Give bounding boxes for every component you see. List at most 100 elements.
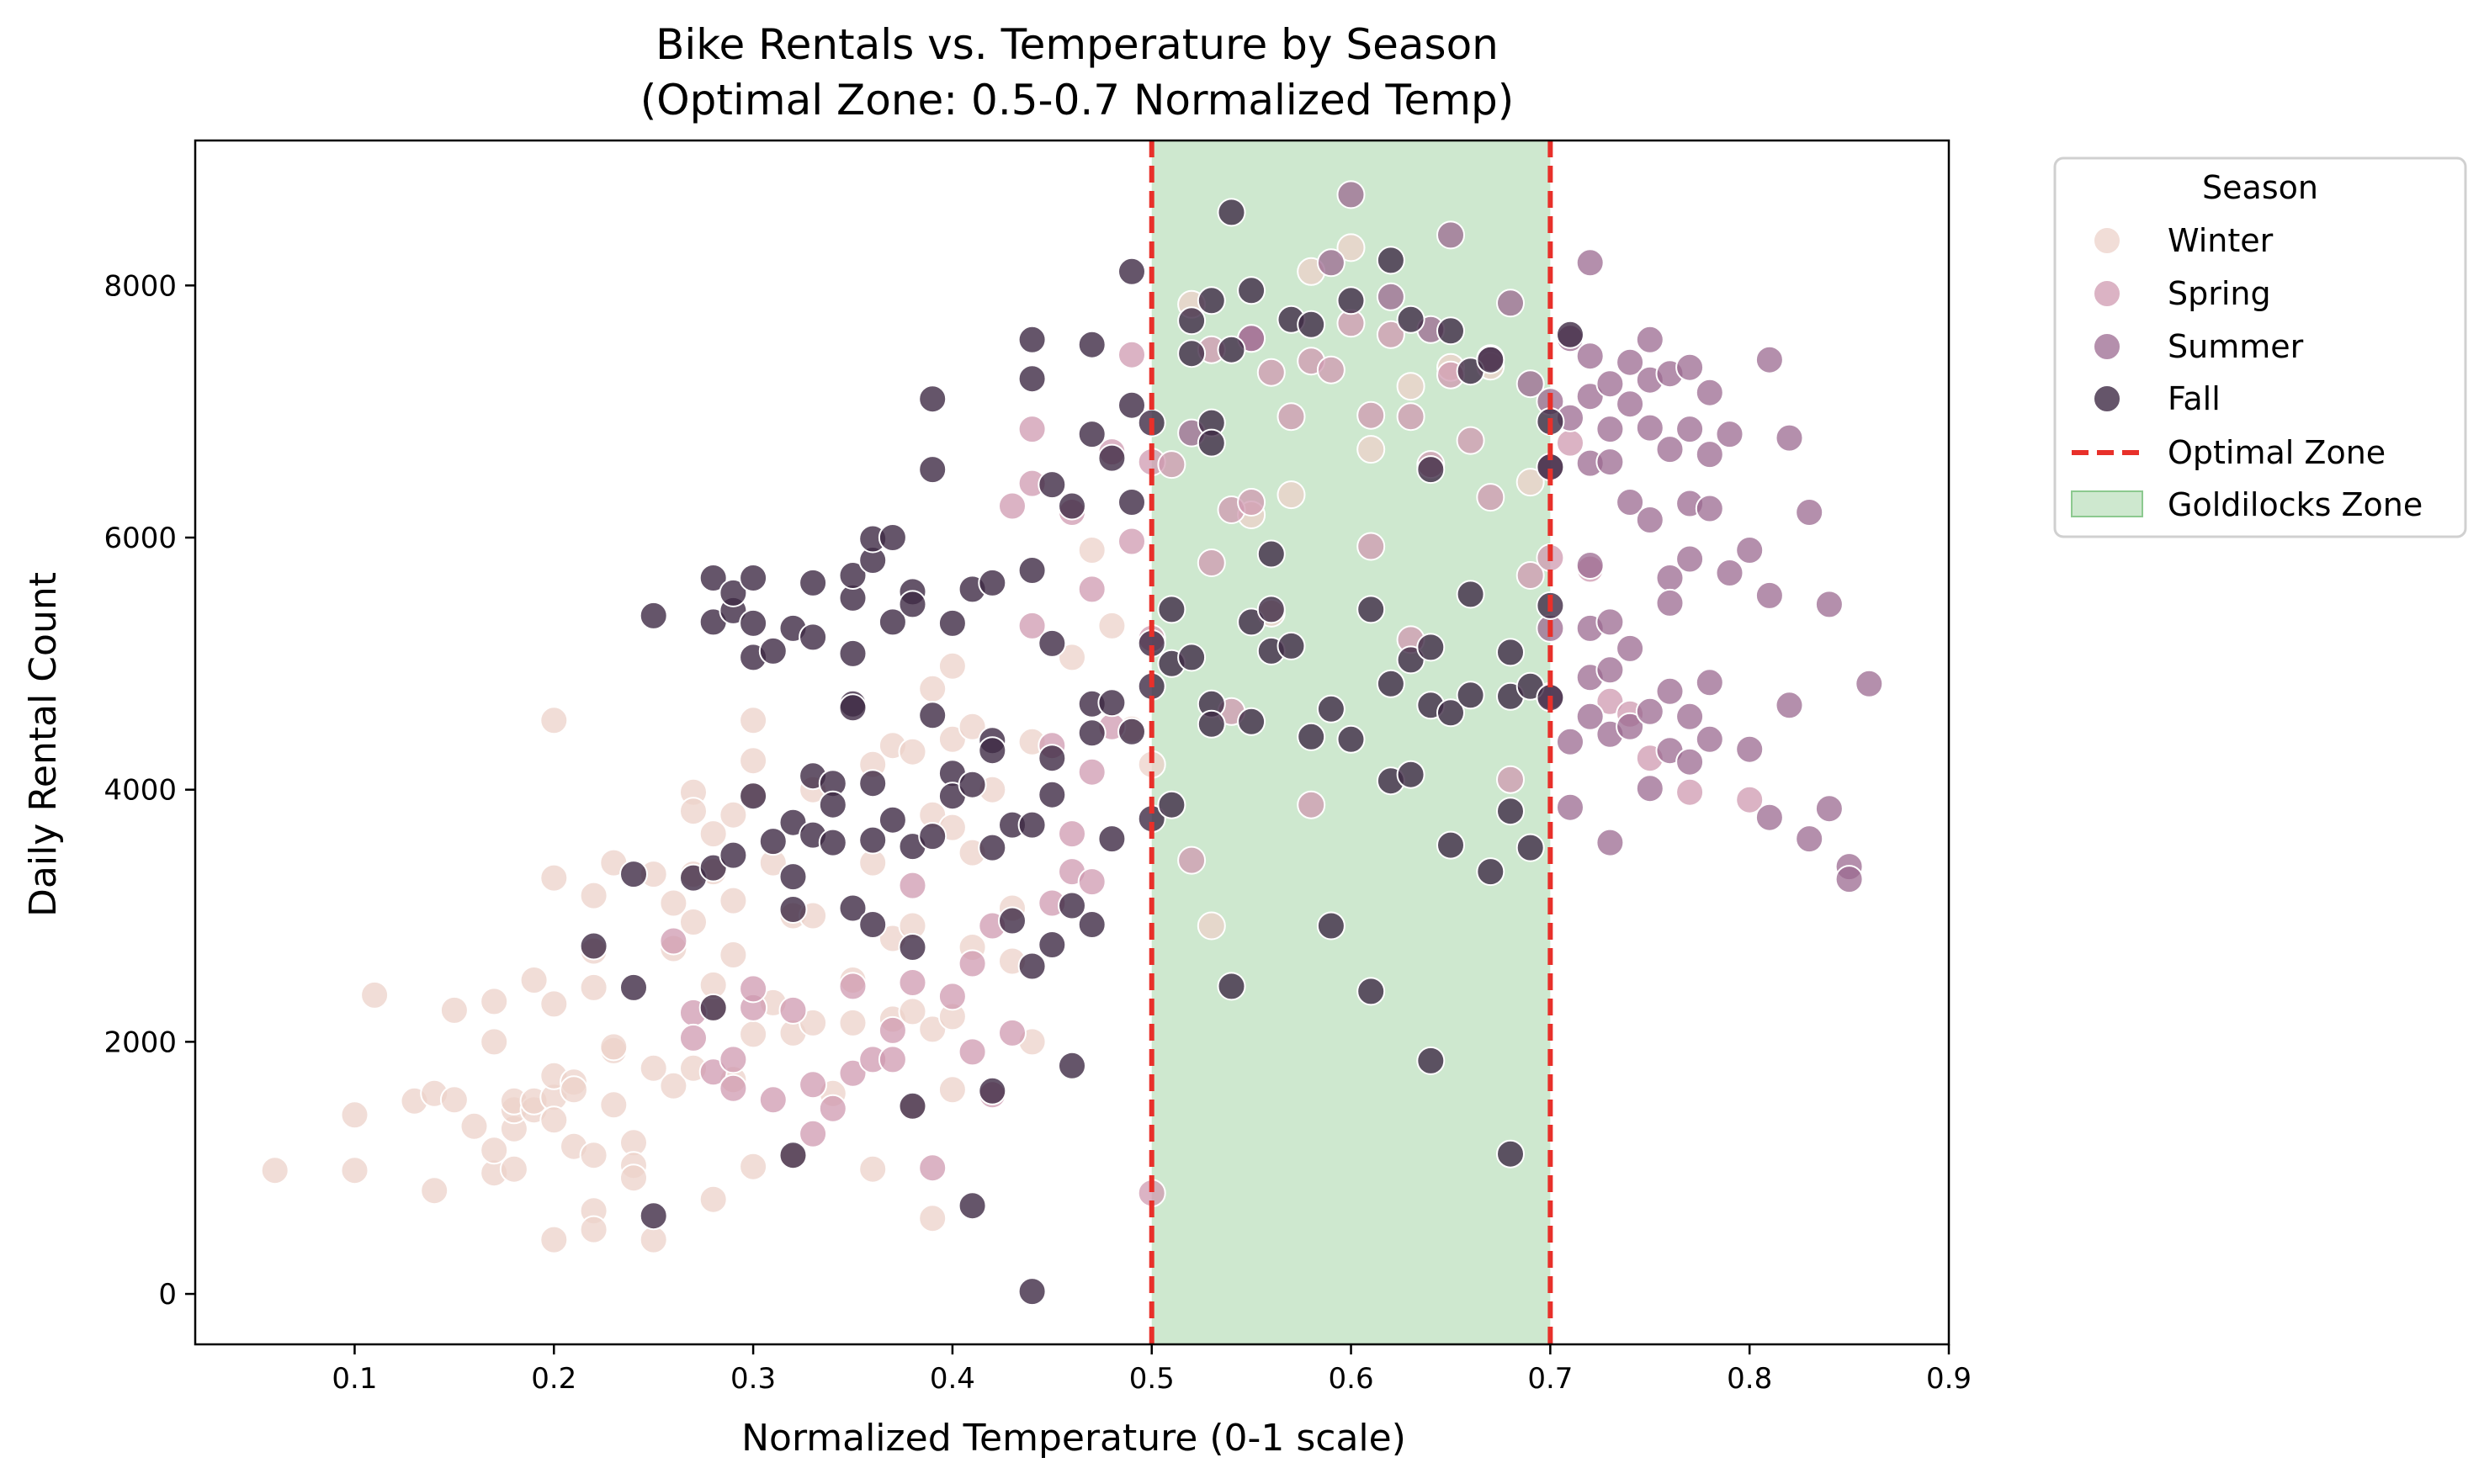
- point-fall-110: [1217, 972, 1246, 1001]
- point-spring-57: [1297, 790, 1326, 819]
- point-fall-75: [1038, 744, 1067, 773]
- point-fall-46: [898, 590, 927, 619]
- point-summer-68: [1775, 423, 1804, 453]
- point-fall-84: [1077, 718, 1107, 748]
- point-fall-150: [1515, 833, 1545, 862]
- point-fall-71: [1017, 951, 1047, 981]
- point-fall-143: [1476, 345, 1505, 374]
- point-fall-59: [958, 1191, 987, 1221]
- point-fall-89: [1117, 257, 1146, 286]
- point-spring-36: [1077, 575, 1107, 604]
- point-fall-49: [898, 1091, 927, 1121]
- point-fall-4: [639, 1201, 668, 1231]
- point-summer-3: [1336, 180, 1366, 209]
- point-spring-77: [1675, 777, 1705, 807]
- point-fall-18: [758, 636, 788, 665]
- legend-label-summer: Summer: [2168, 328, 2304, 365]
- point-winter-9: [459, 1111, 489, 1141]
- point-summer-59: [1695, 668, 1724, 697]
- point-fall-29: [818, 790, 847, 819]
- plot-area: [194, 139, 1951, 1346]
- chart-title-group: Bike Rentals vs. Temperature by Season (…: [640, 20, 1514, 125]
- point-summer-9: [1515, 369, 1545, 399]
- point-winter-36: [579, 973, 608, 1002]
- point-fall-24: [799, 568, 828, 597]
- point-summer-27: [1595, 415, 1625, 444]
- point-summer-26: [1595, 369, 1625, 399]
- point-spring-37: [1077, 757, 1107, 787]
- point-fall-53: [918, 822, 947, 851]
- point-winter-43: [619, 1163, 648, 1193]
- point-winter-107: [1058, 643, 1086, 672]
- y-axis-label: Daily Rental Count: [22, 572, 65, 917]
- point-summer-18: [1575, 342, 1605, 371]
- point-spring-7: [739, 974, 768, 1004]
- point-spring-55: [1276, 402, 1306, 432]
- point-fall-107: [1197, 709, 1226, 739]
- point-fall-87: [1097, 688, 1127, 718]
- point-spring-11: [799, 1119, 828, 1148]
- point-winter-27: [539, 706, 569, 735]
- point-fall-115: [1256, 595, 1286, 624]
- point-winter-119: [1356, 435, 1386, 464]
- point-winter-123: [1515, 468, 1545, 497]
- point-spring-63: [1396, 402, 1425, 432]
- point-fall-91: [1117, 488, 1146, 517]
- point-fall-68: [1017, 364, 1047, 394]
- point-summer-67: [1754, 803, 1784, 832]
- point-fall-123: [1336, 724, 1366, 754]
- legend-marker-spring: [2093, 279, 2121, 308]
- point-winter-7: [439, 1085, 469, 1115]
- x-tick-label: 0.1: [332, 1362, 377, 1396]
- point-winter-31: [579, 1141, 608, 1170]
- point-summer-75: [1834, 865, 1864, 894]
- point-fall-39: [858, 769, 888, 798]
- point-winter-46: [639, 1053, 668, 1083]
- point-spring-35: [1058, 819, 1086, 849]
- point-winter-62: [719, 941, 748, 969]
- point-fall-111: [1237, 276, 1266, 305]
- point-fall-70: [1017, 810, 1047, 840]
- point-fall-17: [758, 827, 788, 856]
- point-summer-43: [1635, 774, 1664, 803]
- legend: Season Winter Spring Summer Fall Optimal…: [2053, 156, 2467, 538]
- x-tick-label: 0.6: [1329, 1362, 1374, 1396]
- point-spring-17: [878, 1045, 907, 1074]
- point-summer-16: [1556, 727, 1584, 756]
- point-fall-127: [1376, 246, 1405, 275]
- point-winter-47: [659, 888, 688, 918]
- point-fall-124: [1336, 286, 1366, 315]
- point-winter-116: [1276, 480, 1306, 510]
- point-fall-8: [698, 564, 728, 592]
- point-summer-25: [1575, 248, 1605, 278]
- point-spring-21: [937, 982, 967, 1011]
- point-spring-48: [1197, 549, 1226, 577]
- point-spring-67: [1456, 426, 1485, 455]
- point-winter-18: [519, 966, 549, 994]
- point-fall-92: [1117, 717, 1146, 746]
- point-summer-73: [1814, 794, 1844, 824]
- legend-label-optimal-zone: Optimal Zone: [2168, 434, 2386, 471]
- y-tick-label: 6000: [104, 522, 177, 555]
- point-summer-4: [1376, 282, 1405, 311]
- point-spring-69: [1496, 765, 1525, 794]
- point-summer-33: [1616, 347, 1645, 377]
- point-fall-33: [838, 561, 868, 590]
- point-winter-35: [579, 881, 608, 910]
- x-tick-label: 0.2: [531, 1362, 576, 1396]
- x-tick-label: 0.7: [1527, 1362, 1573, 1396]
- point-fall-27: [799, 623, 828, 652]
- point-winter-23: [539, 863, 569, 893]
- point-summer-63: [1735, 536, 1765, 564]
- point-spring-38: [1077, 867, 1107, 897]
- points-layer: [260, 180, 1884, 1306]
- point-fall-50: [918, 384, 947, 414]
- point-fall-13: [739, 608, 768, 638]
- y-tick-label: 2000: [104, 1026, 177, 1059]
- point-summer-37: [1616, 712, 1645, 741]
- point-summer-56: [1695, 378, 1724, 407]
- point-summer-66: [1754, 580, 1784, 610]
- point-fall-119: [1297, 310, 1326, 339]
- point-summer-55: [1675, 747, 1705, 776]
